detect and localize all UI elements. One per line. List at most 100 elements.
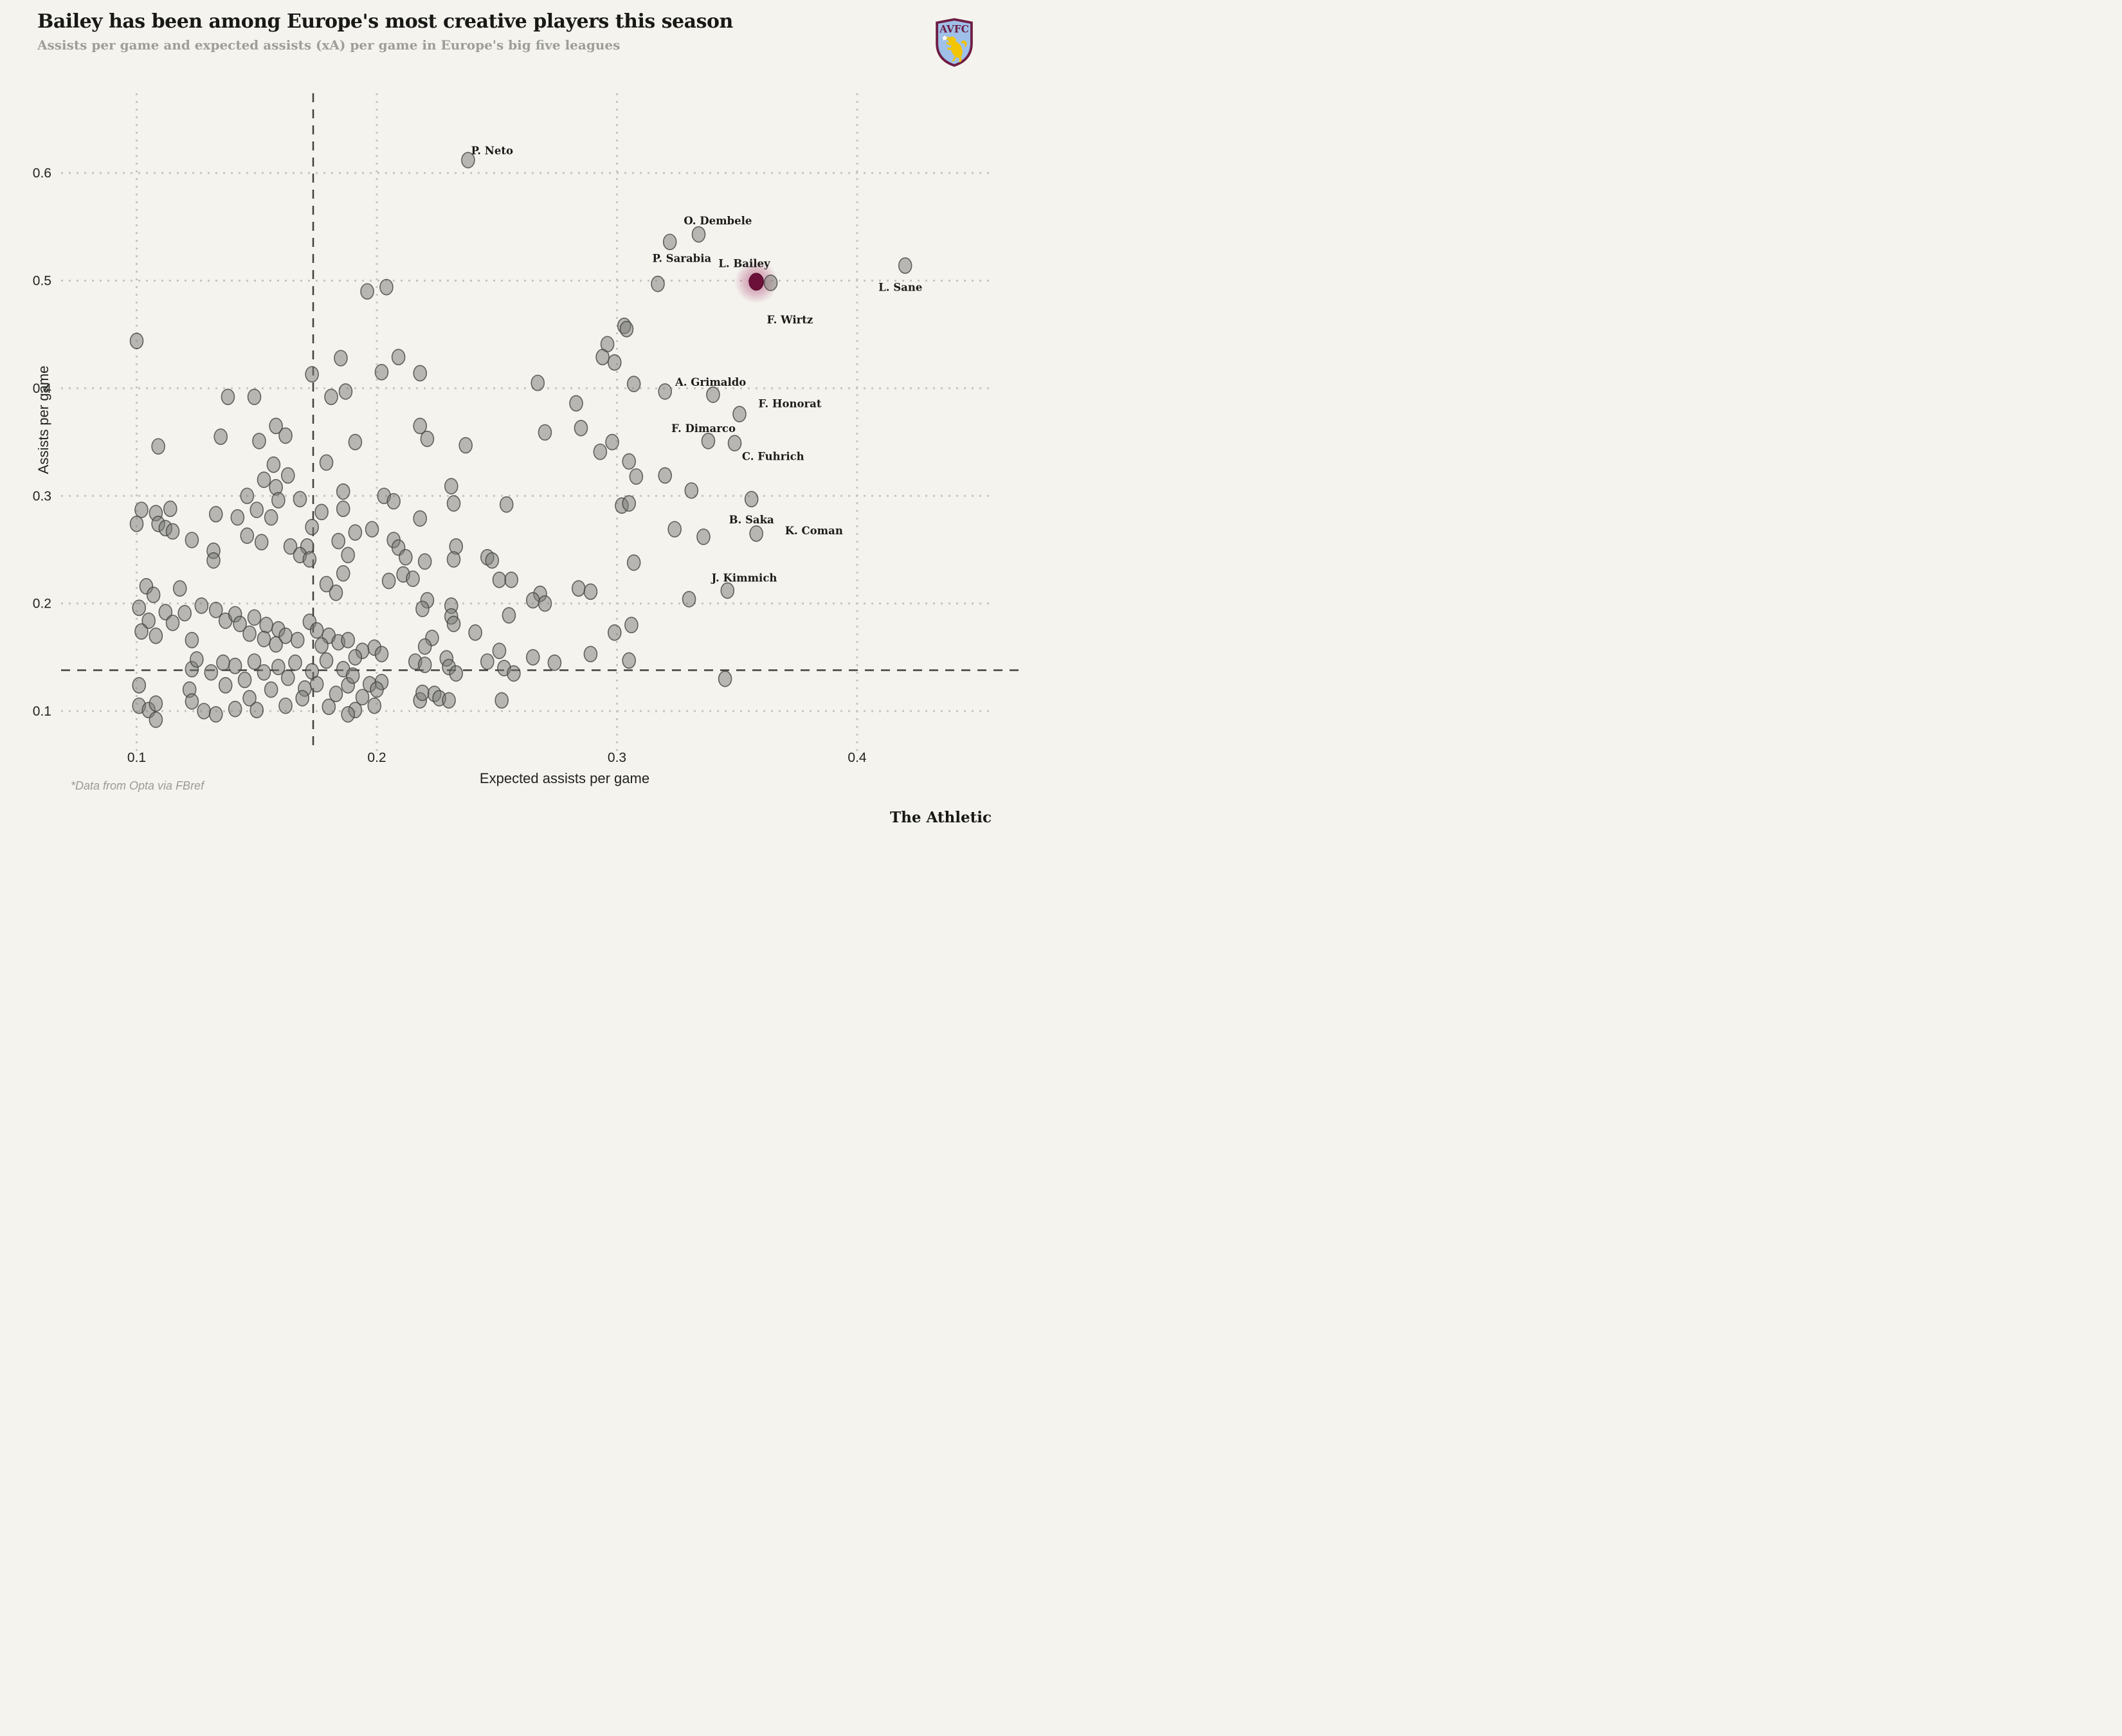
chart-dot (247, 388, 262, 406)
chart-dot (158, 604, 173, 620)
chart-dot (684, 482, 699, 499)
chart-dot (324, 388, 338, 406)
chart-dot (593, 443, 608, 460)
chart-dot (502, 607, 516, 624)
chart-dot (538, 595, 552, 612)
chart-dot (257, 631, 271, 647)
chart-dot (295, 690, 310, 707)
chart-dot (374, 363, 389, 381)
chart-dot (525, 649, 540, 666)
chart-dot (662, 233, 677, 251)
player-label: L. Bailey (718, 258, 770, 270)
chart-dot (271, 658, 286, 676)
chart-dot (682, 591, 696, 608)
chart-dot (228, 657, 242, 674)
chart-dot (266, 456, 281, 473)
chart-dot (242, 625, 257, 642)
chart-dot (360, 283, 374, 300)
chart-dot (571, 580, 586, 597)
chart-dot (367, 697, 382, 714)
chart-dot (341, 547, 355, 564)
player-label: C. Fuhrich (742, 450, 804, 462)
chart-dot (129, 515, 144, 532)
chart-dot (336, 500, 350, 518)
chart-dot (446, 495, 461, 512)
page-subtitle: Assists per game and expected assists (x… (37, 37, 621, 53)
chart-dot (626, 375, 641, 392)
chart-dot (240, 527, 255, 544)
chart-dot (132, 677, 147, 694)
chart-dot (309, 676, 324, 692)
chart-dot (249, 502, 264, 518)
chart-dot (228, 700, 242, 718)
chart-dot (293, 491, 307, 508)
chart-dot (288, 654, 302, 671)
chart-dot (538, 424, 552, 441)
player-dot (720, 582, 735, 599)
chart-dot (442, 692, 456, 709)
player-label: A. Grimaldo (675, 376, 746, 388)
chart-dot (177, 604, 192, 622)
chart-dot (259, 617, 273, 633)
chart-dot (165, 523, 180, 540)
y-tick-label: 0.4 (33, 381, 52, 396)
chart-dot (319, 454, 334, 471)
chart-dot (696, 529, 711, 545)
chart-dot (278, 427, 293, 444)
chart-dot (583, 583, 598, 601)
chart-dot (622, 453, 636, 470)
player-dot (461, 152, 475, 168)
chart-dot (341, 631, 355, 649)
player-dot (701, 433, 716, 449)
chart-dot (216, 654, 230, 671)
player-label: J. Kimmich (711, 572, 777, 584)
chart-dot (314, 637, 329, 654)
chart-dot (374, 646, 389, 663)
chart-dot (218, 677, 233, 694)
player-label: F. Dimarco (671, 422, 736, 435)
brand-wordmark: The Athletic (889, 809, 992, 826)
chart-dot (208, 601, 223, 619)
chart-dot (336, 565, 350, 582)
player-dot (898, 257, 912, 274)
x-tick-label: 0.1 (127, 750, 146, 765)
chart-dot (233, 615, 247, 633)
chart-dot (624, 617, 639, 633)
chart-dot (415, 684, 430, 701)
chart-dot (242, 690, 257, 707)
chart-dot (163, 500, 177, 518)
chart-dot (269, 636, 283, 653)
chart-dot (607, 354, 622, 371)
chart-dot (283, 538, 298, 555)
chart-dot (194, 597, 209, 614)
chart-dot (185, 693, 199, 710)
player-dot (749, 525, 763, 542)
chart-dot (151, 438, 165, 455)
chart-dot (458, 437, 473, 454)
player-dot (727, 435, 742, 452)
chart-dot (281, 669, 295, 686)
chart-dot (338, 383, 353, 400)
chart-dot (420, 430, 435, 448)
chart-dot (348, 433, 363, 451)
chart-dot (230, 509, 245, 526)
chart-dot (355, 689, 370, 706)
chart-dot (314, 503, 329, 521)
chart-dot (446, 615, 461, 633)
chart-dot (302, 551, 317, 568)
chart-dot (492, 642, 507, 660)
chart-dot (348, 649, 363, 666)
player-label: K. Coman (785, 525, 843, 537)
chart-dot (622, 652, 636, 669)
chart-dot (413, 417, 428, 435)
chart-dot (249, 701, 264, 719)
chart-dot (290, 631, 305, 649)
chart-dot (381, 572, 396, 590)
chart-dot (622, 495, 636, 512)
chart-dot (658, 467, 672, 484)
chart-dot (341, 706, 355, 723)
chart-dot (507, 665, 521, 682)
lion-icon (945, 35, 967, 63)
chart-dot (264, 681, 278, 698)
chart-dot (329, 584, 343, 601)
